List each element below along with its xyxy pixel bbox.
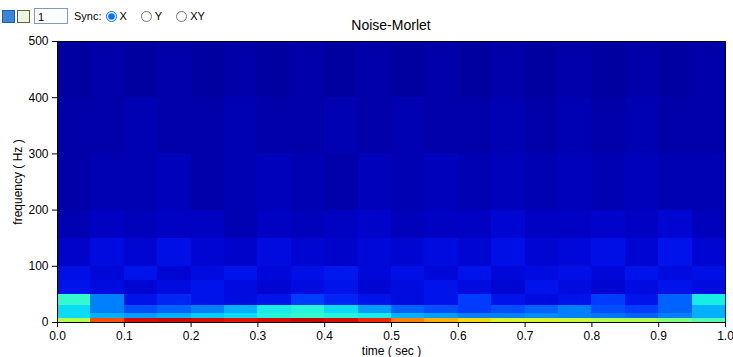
svg-text:0: 0	[42, 315, 49, 329]
svg-text:0.0: 0.0	[49, 329, 66, 343]
svg-text:500: 500	[28, 34, 48, 48]
svg-text:frequency ( Hz ): frequency ( Hz )	[11, 139, 25, 224]
html-text:X: X	[119, 10, 127, 22]
svg-text:400: 400	[28, 91, 48, 105]
svg-text:0.9: 0.9	[650, 329, 667, 343]
html-text:Sync:: Sync:	[74, 10, 102, 22]
svg-text:100: 100	[28, 259, 48, 273]
svg-text:0.6: 0.6	[450, 329, 467, 343]
html-text:1: 1	[38, 11, 45, 23]
svg-text:0.8: 0.8	[584, 329, 601, 343]
svg-text:0.7: 0.7	[517, 329, 534, 343]
svg-text:1.0: 1.0	[717, 329, 733, 343]
svg-text:0.2: 0.2	[183, 329, 200, 343]
svg-text:0.4: 0.4	[316, 329, 333, 343]
html-text:XY: XY	[190, 10, 205, 22]
html-text:Y: Y	[154, 10, 163, 22]
svg-text:300: 300	[28, 147, 48, 161]
svg-text:200: 200	[28, 203, 48, 217]
svg-text:time ( sec ): time ( sec )	[362, 344, 421, 357]
svg-text:0.1: 0.1	[116, 329, 133, 343]
svg-text:0.3: 0.3	[250, 329, 267, 343]
svg-text:0.5: 0.5	[383, 329, 400, 343]
html-text:Noise-Morlet: Noise-Morlet	[351, 17, 431, 33]
